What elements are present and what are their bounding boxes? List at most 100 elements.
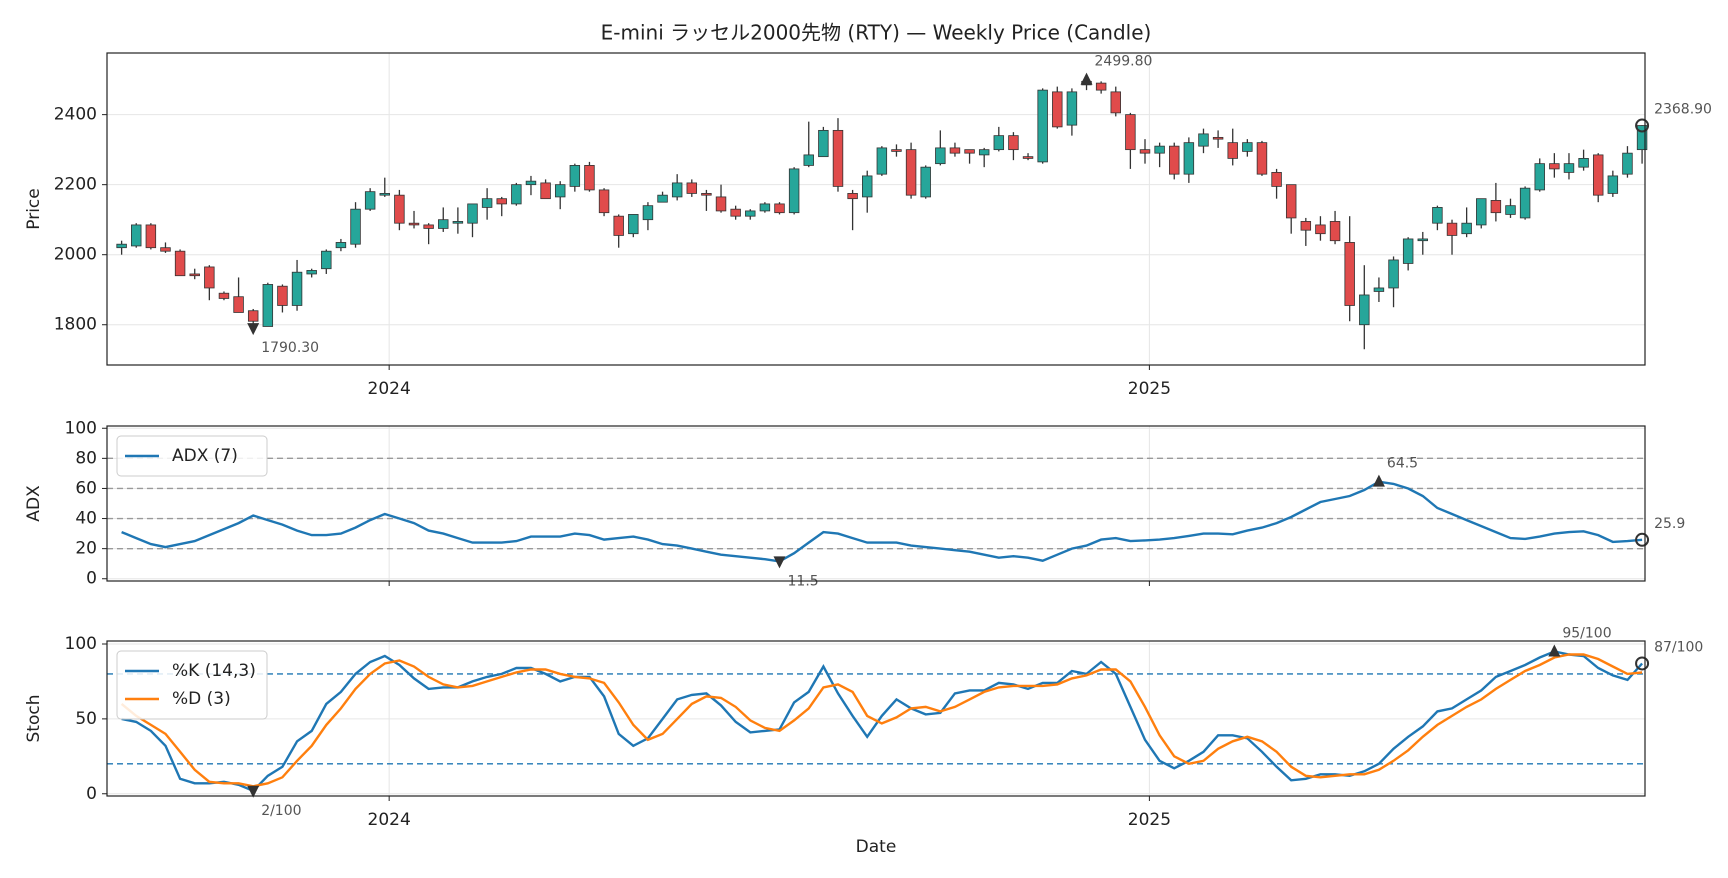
candle-body	[701, 193, 712, 196]
y-tick-label: 20	[75, 539, 97, 559]
candle-body	[671, 182, 683, 198]
candle-body	[1198, 133, 1209, 147]
candle-body	[774, 203, 785, 214]
candle-body	[1169, 145, 1180, 175]
candle-body	[511, 184, 522, 205]
candle-body	[1212, 136, 1224, 140]
candle-body	[204, 266, 215, 289]
y-tick-label: 0	[86, 784, 97, 804]
y-axis-label: ADX	[24, 485, 44, 522]
candle-body	[218, 292, 230, 299]
candle-body	[1227, 142, 1238, 159]
peak-marker	[1372, 474, 1385, 487]
legend-box	[116, 650, 268, 720]
series-line	[121, 650, 1643, 793]
annotation-label: 2/100	[261, 803, 301, 819]
candle-body	[1519, 187, 1531, 219]
candle-body	[525, 180, 537, 186]
y-tick-label: 50	[75, 709, 97, 729]
candle-body	[321, 250, 332, 270]
candle-body	[1432, 207, 1443, 224]
candle-body	[1592, 154, 1604, 196]
last-marker	[1635, 118, 1650, 133]
candle-body	[964, 149, 975, 154]
x-tick-label: 2024	[368, 379, 411, 399]
x-tick-label: 2025	[1128, 379, 1171, 399]
candle-body	[452, 221, 464, 224]
candle-body	[116, 243, 127, 249]
annotation-label: 1790.30	[261, 340, 319, 356]
annotation-label: 87/100	[1654, 639, 1703, 655]
candle-body	[1402, 238, 1414, 264]
candle-body	[1359, 294, 1370, 326]
candle-body	[1139, 149, 1151, 154]
y-tick-label: 40	[75, 509, 97, 529]
candle-body	[832, 129, 844, 187]
candle-body	[1461, 222, 1472, 235]
candle-body	[818, 129, 829, 158]
candle-body	[1549, 163, 1560, 170]
y-tick-label: 2400	[54, 105, 97, 125]
y-tick-label: 2000	[54, 245, 97, 265]
candle-body	[1022, 156, 1034, 159]
annotation-label: 2368.90	[1654, 102, 1712, 118]
candle-body	[1154, 145, 1165, 154]
candle-body	[905, 149, 917, 196]
peak-marker	[1080, 72, 1093, 85]
candle-body	[978, 149, 990, 156]
legend-box	[116, 435, 268, 477]
candle-body	[1417, 238, 1429, 242]
candle-body	[1242, 142, 1253, 152]
candle-body	[1388, 259, 1399, 289]
trough-marker	[773, 556, 786, 569]
y-axis-label: Stoch	[24, 695, 44, 743]
series-line	[121, 480, 1643, 563]
annotation-label: 64.5	[1387, 456, 1418, 472]
trough-marker	[247, 323, 260, 336]
last-marker	[1635, 532, 1650, 547]
candle-body	[160, 247, 171, 252]
candle-body	[613, 215, 624, 236]
candle-body	[1476, 198, 1487, 226]
y-axis-label: Price	[24, 188, 44, 229]
candle-body	[1534, 163, 1545, 191]
candle-body	[306, 270, 317, 275]
candle-body	[481, 198, 493, 208]
y-tick-label: 100	[65, 418, 97, 438]
candle-body	[847, 193, 858, 200]
candle-body	[628, 214, 639, 235]
plot-frame	[106, 425, 1646, 582]
candle-body	[554, 184, 566, 198]
candle-body	[730, 208, 741, 217]
last-marker	[1635, 656, 1650, 671]
y-tick-label: 80	[75, 448, 97, 468]
candle-body	[1344, 242, 1355, 306]
candle-body	[1095, 82, 1107, 91]
candle-body	[569, 165, 581, 187]
candle-body	[745, 210, 756, 217]
annotation-label: 25.9	[1654, 516, 1685, 532]
candle-body	[1446, 222, 1458, 236]
candle-body	[1008, 135, 1019, 151]
candle-body	[438, 219, 449, 229]
plot-frame	[106, 52, 1646, 366]
candle-body	[1505, 205, 1516, 215]
candle-body	[496, 198, 507, 205]
candle-body	[1037, 89, 1048, 163]
annotation-label: 2499.80	[1095, 54, 1153, 70]
x-tick-label: 2025	[1128, 810, 1171, 830]
candle-body	[247, 310, 259, 322]
candle-body	[1373, 287, 1385, 292]
candle-body	[1066, 91, 1078, 126]
y-tick-label: 100	[65, 634, 97, 654]
x-axis-label: Date	[856, 837, 897, 857]
legend: ADX (7)	[116, 435, 268, 477]
candle-body	[350, 208, 361, 245]
candle-body	[1636, 125, 1648, 151]
candle-body	[131, 224, 142, 247]
candle-body	[1183, 142, 1195, 175]
candle-body	[876, 147, 888, 175]
candle-body	[686, 182, 698, 194]
candle-body	[759, 203, 771, 212]
